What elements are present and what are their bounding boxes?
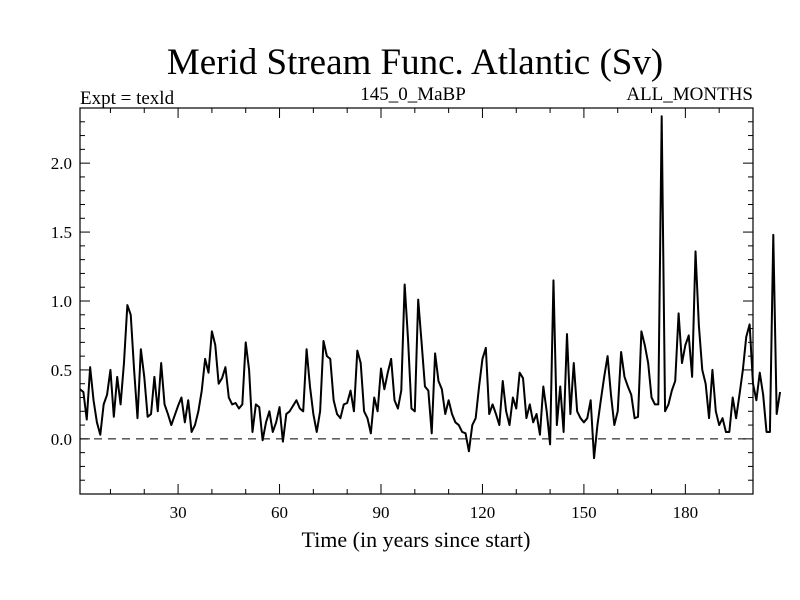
x-tick-label: 90 [372, 503, 389, 522]
x-tick-label: 30 [170, 503, 187, 522]
x-tick-label: 150 [571, 503, 597, 522]
y-tick-label: 0.0 [51, 430, 72, 449]
chart-title: Merid Stream Func. Atlantic (Sv) [167, 42, 663, 83]
y-tick-label: 1.5 [51, 223, 72, 242]
x-tick-label: 120 [470, 503, 496, 522]
chart-subtitle-center: 145_0_MaBP [360, 84, 466, 105]
y-tick-label: 2.0 [51, 154, 72, 173]
plot-frame [79, 107, 754, 495]
x-tick-label: 180 [673, 503, 699, 522]
y-tick-label: 0.5 [51, 361, 72, 380]
x-axis-label: Time (in years since start) [302, 527, 531, 552]
series-line [79, 115, 782, 460]
x-tick-label: 60 [271, 503, 288, 522]
y-tick-label: 1.0 [51, 292, 72, 311]
chart-subtitle-left: Expt = texld [80, 88, 175, 109]
chart-subtitle-right: ALL_MONTHS [626, 84, 753, 105]
y-axis-ticks: 0.0 0.5 1.0 1.5 2.0 [51, 107, 753, 495]
x-axis-ticks: 30 60 90 120 150 180 [109, 108, 754, 522]
